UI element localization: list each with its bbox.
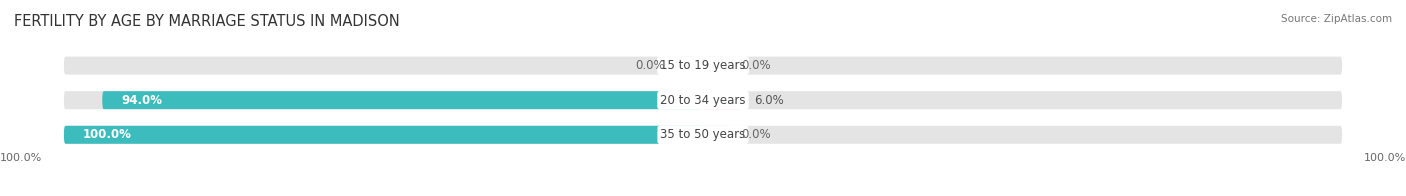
Text: 20 to 34 years: 20 to 34 years [661,94,745,107]
Text: 100.0%: 100.0% [0,153,42,163]
FancyBboxPatch shape [703,126,1343,144]
Text: Source: ZipAtlas.com: Source: ZipAtlas.com [1281,14,1392,24]
Text: FERTILITY BY AGE BY MARRIAGE STATUS IN MADISON: FERTILITY BY AGE BY MARRIAGE STATUS IN M… [14,14,399,29]
FancyBboxPatch shape [703,126,728,144]
FancyBboxPatch shape [678,57,703,75]
Text: 100.0%: 100.0% [1364,153,1406,163]
Text: 100.0%: 100.0% [83,128,132,141]
FancyBboxPatch shape [103,91,703,109]
FancyBboxPatch shape [63,91,703,109]
FancyBboxPatch shape [63,126,703,144]
FancyBboxPatch shape [703,57,1343,75]
FancyBboxPatch shape [703,91,1343,109]
FancyBboxPatch shape [703,91,741,109]
Text: 15 to 19 years: 15 to 19 years [661,59,745,72]
Text: 35 to 50 years: 35 to 50 years [661,128,745,141]
Text: 0.0%: 0.0% [741,128,770,141]
FancyBboxPatch shape [63,57,703,75]
FancyBboxPatch shape [63,126,703,144]
Text: 0.0%: 0.0% [741,59,770,72]
Text: 6.0%: 6.0% [754,94,785,107]
FancyBboxPatch shape [703,57,728,75]
Text: 0.0%: 0.0% [636,59,665,72]
Text: 94.0%: 94.0% [121,94,163,107]
